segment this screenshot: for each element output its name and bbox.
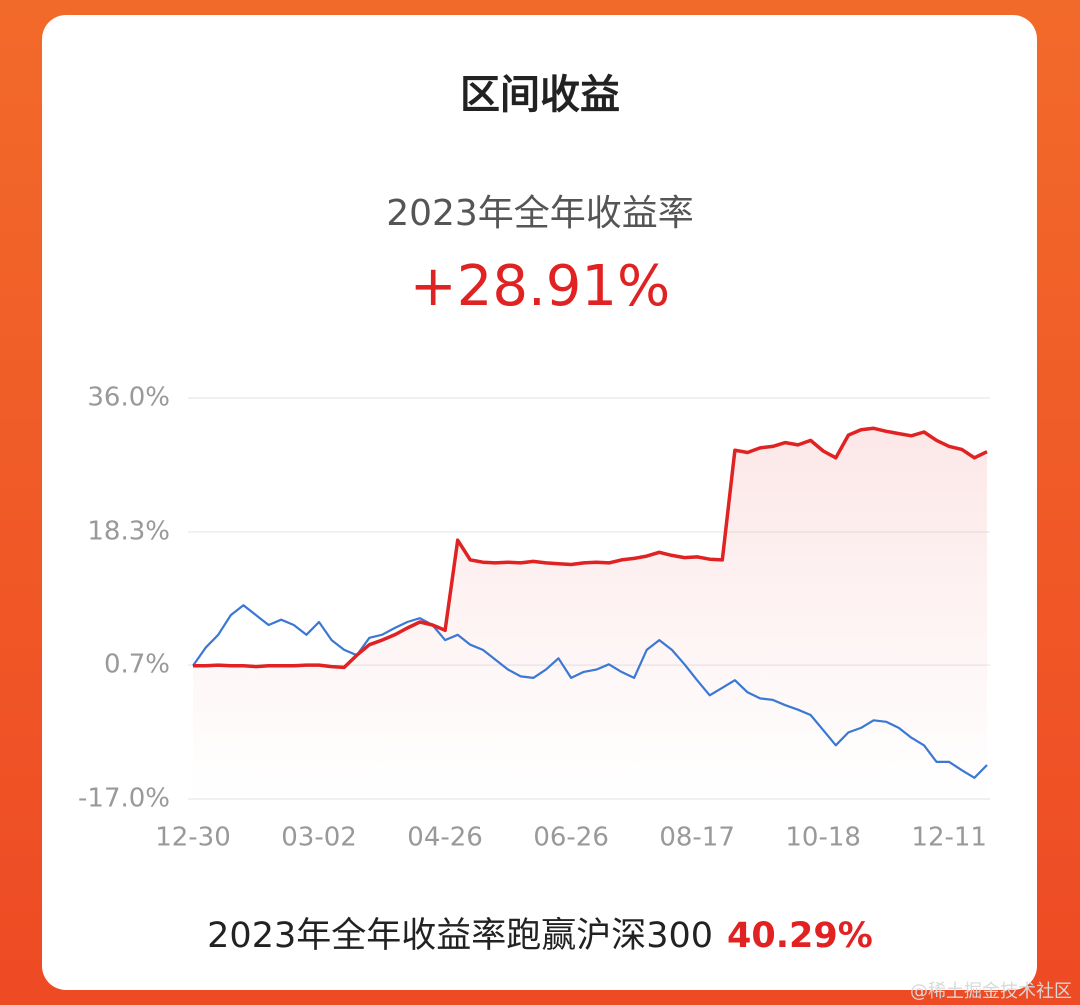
y-tick-label: 18.3% — [87, 516, 170, 546]
y-tick-label: 36.0% — [87, 383, 170, 413]
line — [193, 426, 988, 670]
y-tick-label: 0.7% — [104, 650, 170, 680]
watermark: @稀土掘金技术社区 — [910, 981, 1072, 1002]
y-tick-label: -17.0% — [78, 784, 170, 814]
x-tick-label: 08-17 — [659, 823, 735, 853]
plot: 36.0% 18.3% 0.7% -17.0% 12-30 03-02 04-26 06-26… — [78, 383, 990, 853]
x-tick-label: 04-26 — [407, 823, 483, 853]
footer-text: 2023年全年收益率跑赢沪深300 — [207, 916, 713, 956]
footer-value: 40.29% — [727, 916, 873, 956]
x-tick-label: 10-18 — [785, 823, 861, 853]
x-tick-label: 12-30 — [155, 823, 231, 853]
x-tick-label: 12-11 — [911, 823, 987, 853]
x-tick-label: 06-26 — [533, 823, 609, 853]
x-tick-label: 03-02 — [281, 823, 357, 853]
subtitle: 2023年全年收益率 — [386, 193, 694, 234]
headline-value: +28.91% — [410, 254, 670, 319]
card-title: 区间收益 — [460, 72, 620, 118]
line — [192, 604, 988, 779]
footer: 2023年全年收益率跑赢沪深300 40.29% — [207, 916, 873, 956]
